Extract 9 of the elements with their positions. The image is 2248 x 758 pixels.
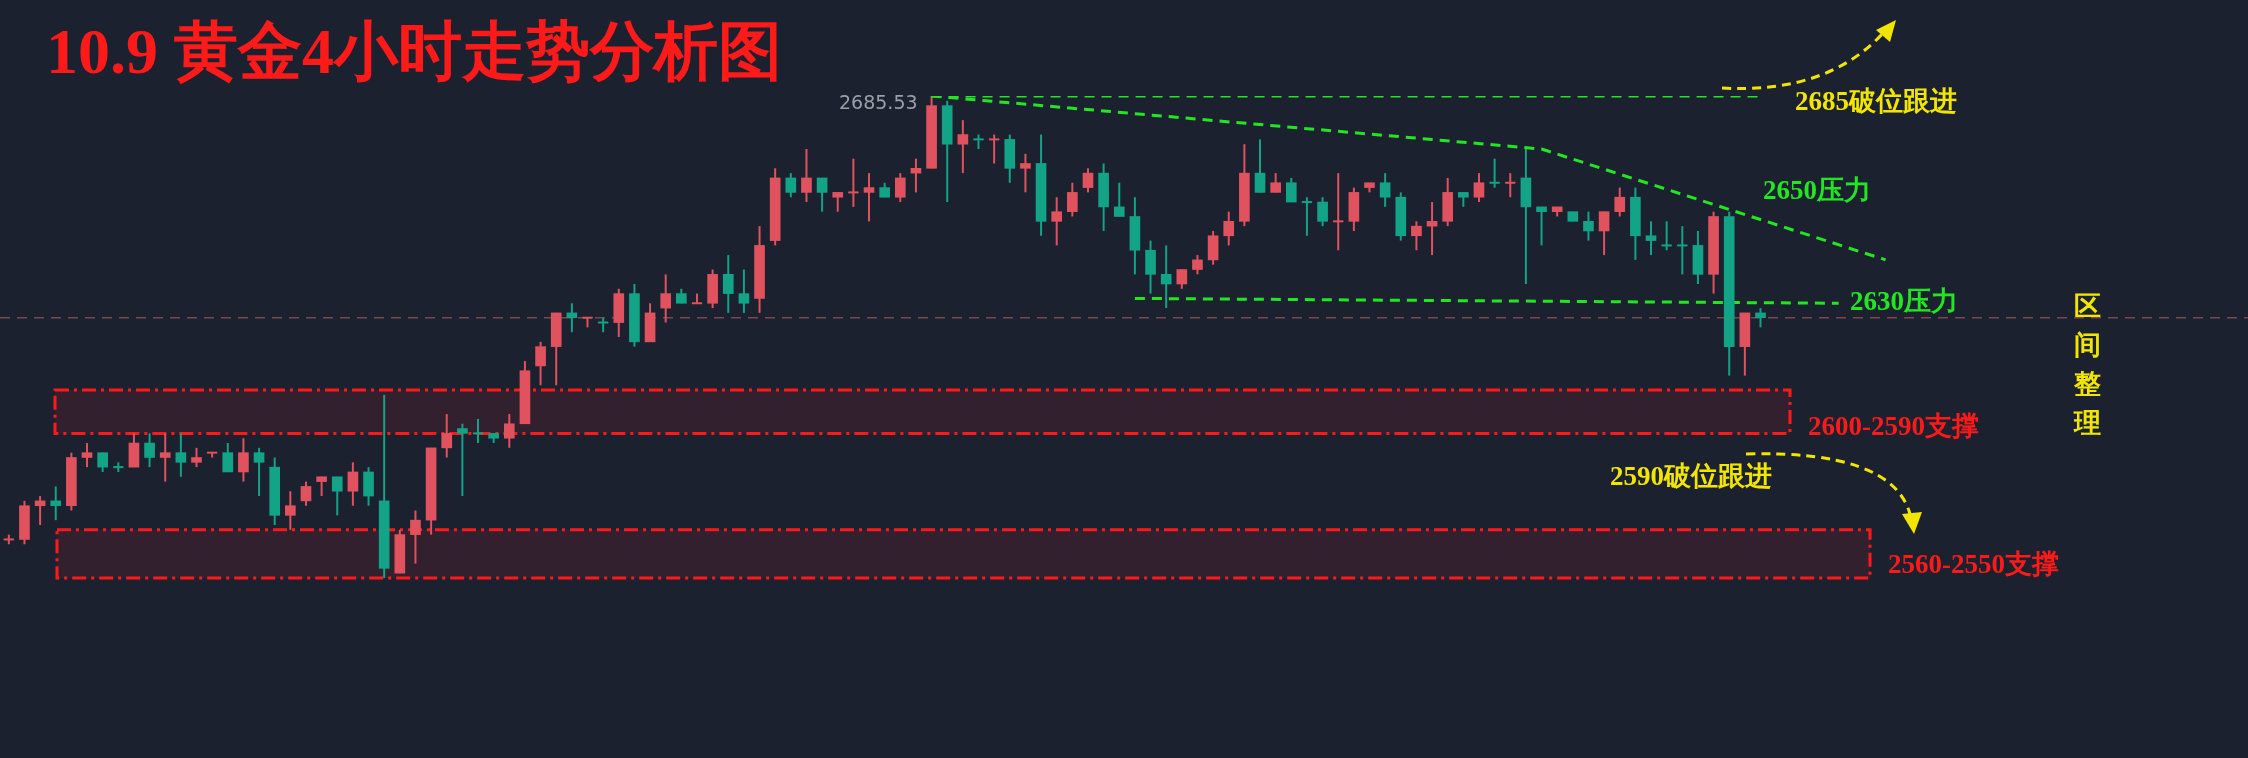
text: 区间整理 <box>2072 290 2101 438</box>
annotation: 2685破位跟进 <box>1795 85 1957 116</box>
chart-title: 10.9 黄金4小时走势分析图 <box>46 15 782 89</box>
annotation: 2630压力 <box>1850 285 1958 316</box>
band-label: 2600-2590支撑 <box>1808 410 1979 441</box>
annotation: 2685.53 <box>839 90 918 113</box>
band-label: 2560-2550支撑 <box>1888 548 2059 579</box>
annotation: 2650压力 <box>1763 174 1871 205</box>
annotation: 2590破位跟进 <box>1610 460 1772 491</box>
